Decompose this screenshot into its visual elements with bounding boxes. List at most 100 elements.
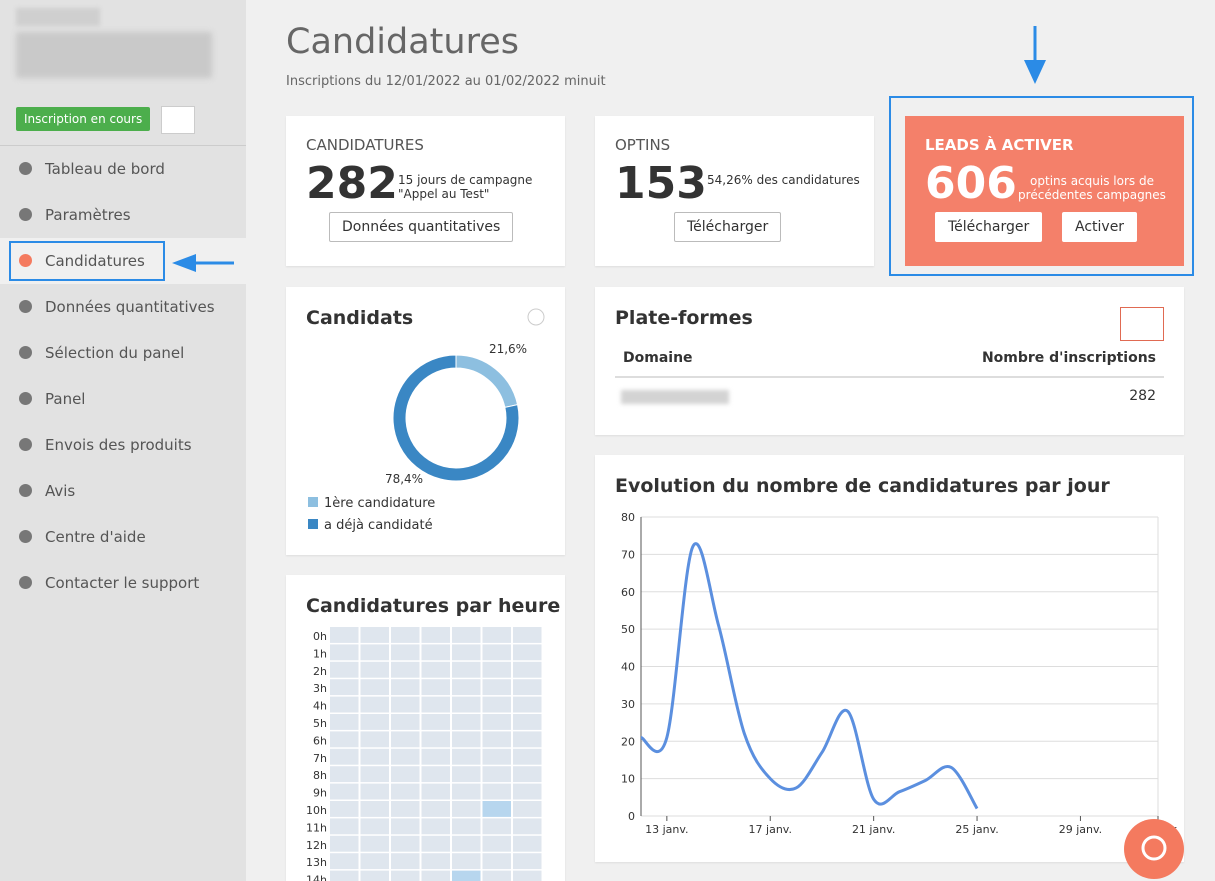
action-button[interactable]: Télécharger — [674, 212, 782, 242]
heat-cell — [482, 627, 511, 643]
row-label: 12h — [306, 839, 327, 852]
menu-icon — [19, 530, 32, 543]
heat-cell — [482, 835, 511, 852]
menu-label: Candidatures — [45, 252, 145, 270]
row-label: 7h — [313, 752, 327, 765]
heat-cell — [330, 731, 359, 748]
menu-label: Sélection du panel — [45, 344, 185, 362]
hourly-card: Candidatures par heure 0h 1h 2h 3h 4h 5h 6h 7h 8… — [286, 575, 565, 881]
card-title: Candidats — [306, 307, 414, 329]
action-button[interactable]: Télécharger — [935, 212, 1043, 242]
menu-item[interactable]: Envois des produits — [0, 422, 246, 468]
heat-cell — [421, 731, 450, 748]
page-title: Candidatures — [286, 22, 519, 62]
menu-item[interactable]: Paramètres — [0, 192, 246, 238]
menu-item[interactable]: Avis — [0, 468, 246, 514]
row-label: 8h — [313, 769, 327, 782]
menu-item[interactable]: Tableau de bord — [0, 146, 246, 192]
row-label: 6h — [313, 734, 327, 747]
status-badge[interactable]: Inscription en cours — [16, 107, 151, 131]
heat-cell — [452, 714, 481, 730]
stat-value: 282 — [306, 158, 398, 209]
heat-cell — [360, 853, 389, 870]
menu-item[interactable]: Contacter le support — [0, 560, 246, 606]
heat-cell — [452, 853, 481, 870]
heat-cell — [421, 835, 450, 852]
action-button[interactable]: Données quantitatives — [329, 212, 514, 242]
edit-button[interactable] — [161, 106, 195, 134]
heat-cell — [482, 801, 511, 817]
platforms-card: Plate-formes Domaine Nombre d'inscriptio… — [595, 287, 1184, 435]
row-label: 5h — [313, 717, 327, 730]
heat-cell — [452, 679, 481, 696]
y-tick-label: 30 — [621, 698, 635, 711]
heat-cell — [421, 696, 450, 713]
heat-cell — [330, 627, 359, 643]
x-tick-label: 13 janv. — [645, 823, 688, 836]
heat-cell — [513, 731, 542, 748]
stat-card: CANDIDATURES 282 15 jours de campagne "App… — [286, 116, 565, 266]
menu-item[interactable]: Centre d'aide — [0, 514, 246, 560]
heat-cell — [452, 627, 481, 643]
menu-item[interactable]: Données quantitatives — [0, 284, 246, 330]
card-title: Candidatures par heure — [306, 595, 561, 617]
y-tick-label: 40 — [621, 661, 635, 674]
heat-cell — [421, 644, 450, 661]
heat-cell — [360, 714, 389, 730]
page-subtitle: Inscriptions du 12/01/2022 au 01/02/2022… — [286, 74, 606, 89]
heat-cell — [391, 783, 420, 800]
heat-cell — [421, 870, 450, 881]
card-title: CANDIDATURES — [306, 136, 424, 154]
heat-cell — [391, 818, 420, 835]
card-title: OPTINS — [615, 136, 671, 154]
stat-value: 153 — [615, 158, 707, 209]
y-tick-label: 0 — [628, 810, 635, 823]
column-header: Domaine — [623, 350, 693, 366]
y-tick-label: 60 — [621, 586, 635, 599]
menu-icon — [19, 254, 32, 267]
help-icon[interactable] — [527, 308, 545, 326]
heat-cell — [482, 818, 511, 835]
menu-icon — [19, 392, 32, 405]
menu-item[interactable]: Panel — [0, 376, 246, 422]
x-tick-label: 17 janv. — [749, 823, 792, 836]
action-button[interactable]: Activer — [1062, 212, 1138, 242]
heat-cell — [360, 696, 389, 713]
column-header: Nombre d'inscriptions — [981, 350, 1156, 366]
heat-cell — [421, 679, 450, 696]
menu-label: Centre d'aide — [45, 528, 146, 546]
heat-cell — [421, 818, 450, 835]
card-title: LEADS À ACTIVER — [925, 136, 1074, 154]
menu-item[interactable]: Sélection du panel — [0, 330, 246, 376]
menu-item[interactable]: Candidatures — [0, 238, 246, 284]
chat-button[interactable] — [1124, 819, 1184, 879]
y-tick-label: 10 — [621, 773, 635, 786]
heat-cell — [421, 748, 450, 765]
heat-cell — [482, 661, 511, 678]
heat-cell — [421, 714, 450, 730]
heat-cell — [482, 714, 511, 730]
heat-cell — [360, 627, 389, 643]
legend-label: a déjà candidaté — [324, 518, 433, 533]
heat-cell — [391, 679, 420, 696]
settings-button[interactable] — [1120, 307, 1164, 341]
heat-cell — [391, 644, 420, 661]
heat-cell — [452, 748, 481, 765]
menu-label: Envois des produits — [45, 436, 192, 454]
arrow-down — [1024, 26, 1046, 84]
heat-cell — [513, 714, 542, 730]
menu-icon — [19, 346, 32, 359]
menu-icon — [19, 484, 32, 497]
heatmap: 0h 1h 2h 3h 4h 5h 6h 7h 8h 9h 10h 11h 12h 13h 14h — [306, 627, 542, 881]
x-tick-label: 21 janv. — [852, 823, 895, 836]
menu-label: Avis — [45, 482, 76, 500]
heat-cell — [452, 818, 481, 835]
menu-label: Tableau de bord — [45, 160, 165, 178]
heat-cell — [452, 801, 481, 817]
heat-cell — [391, 801, 420, 817]
heat-cell — [330, 644, 359, 661]
y-tick-label: 20 — [621, 735, 635, 748]
heat-cell — [482, 679, 511, 696]
heat-cell — [330, 835, 359, 852]
card-title: Evolution du nombre de candidatures par … — [615, 475, 1110, 497]
